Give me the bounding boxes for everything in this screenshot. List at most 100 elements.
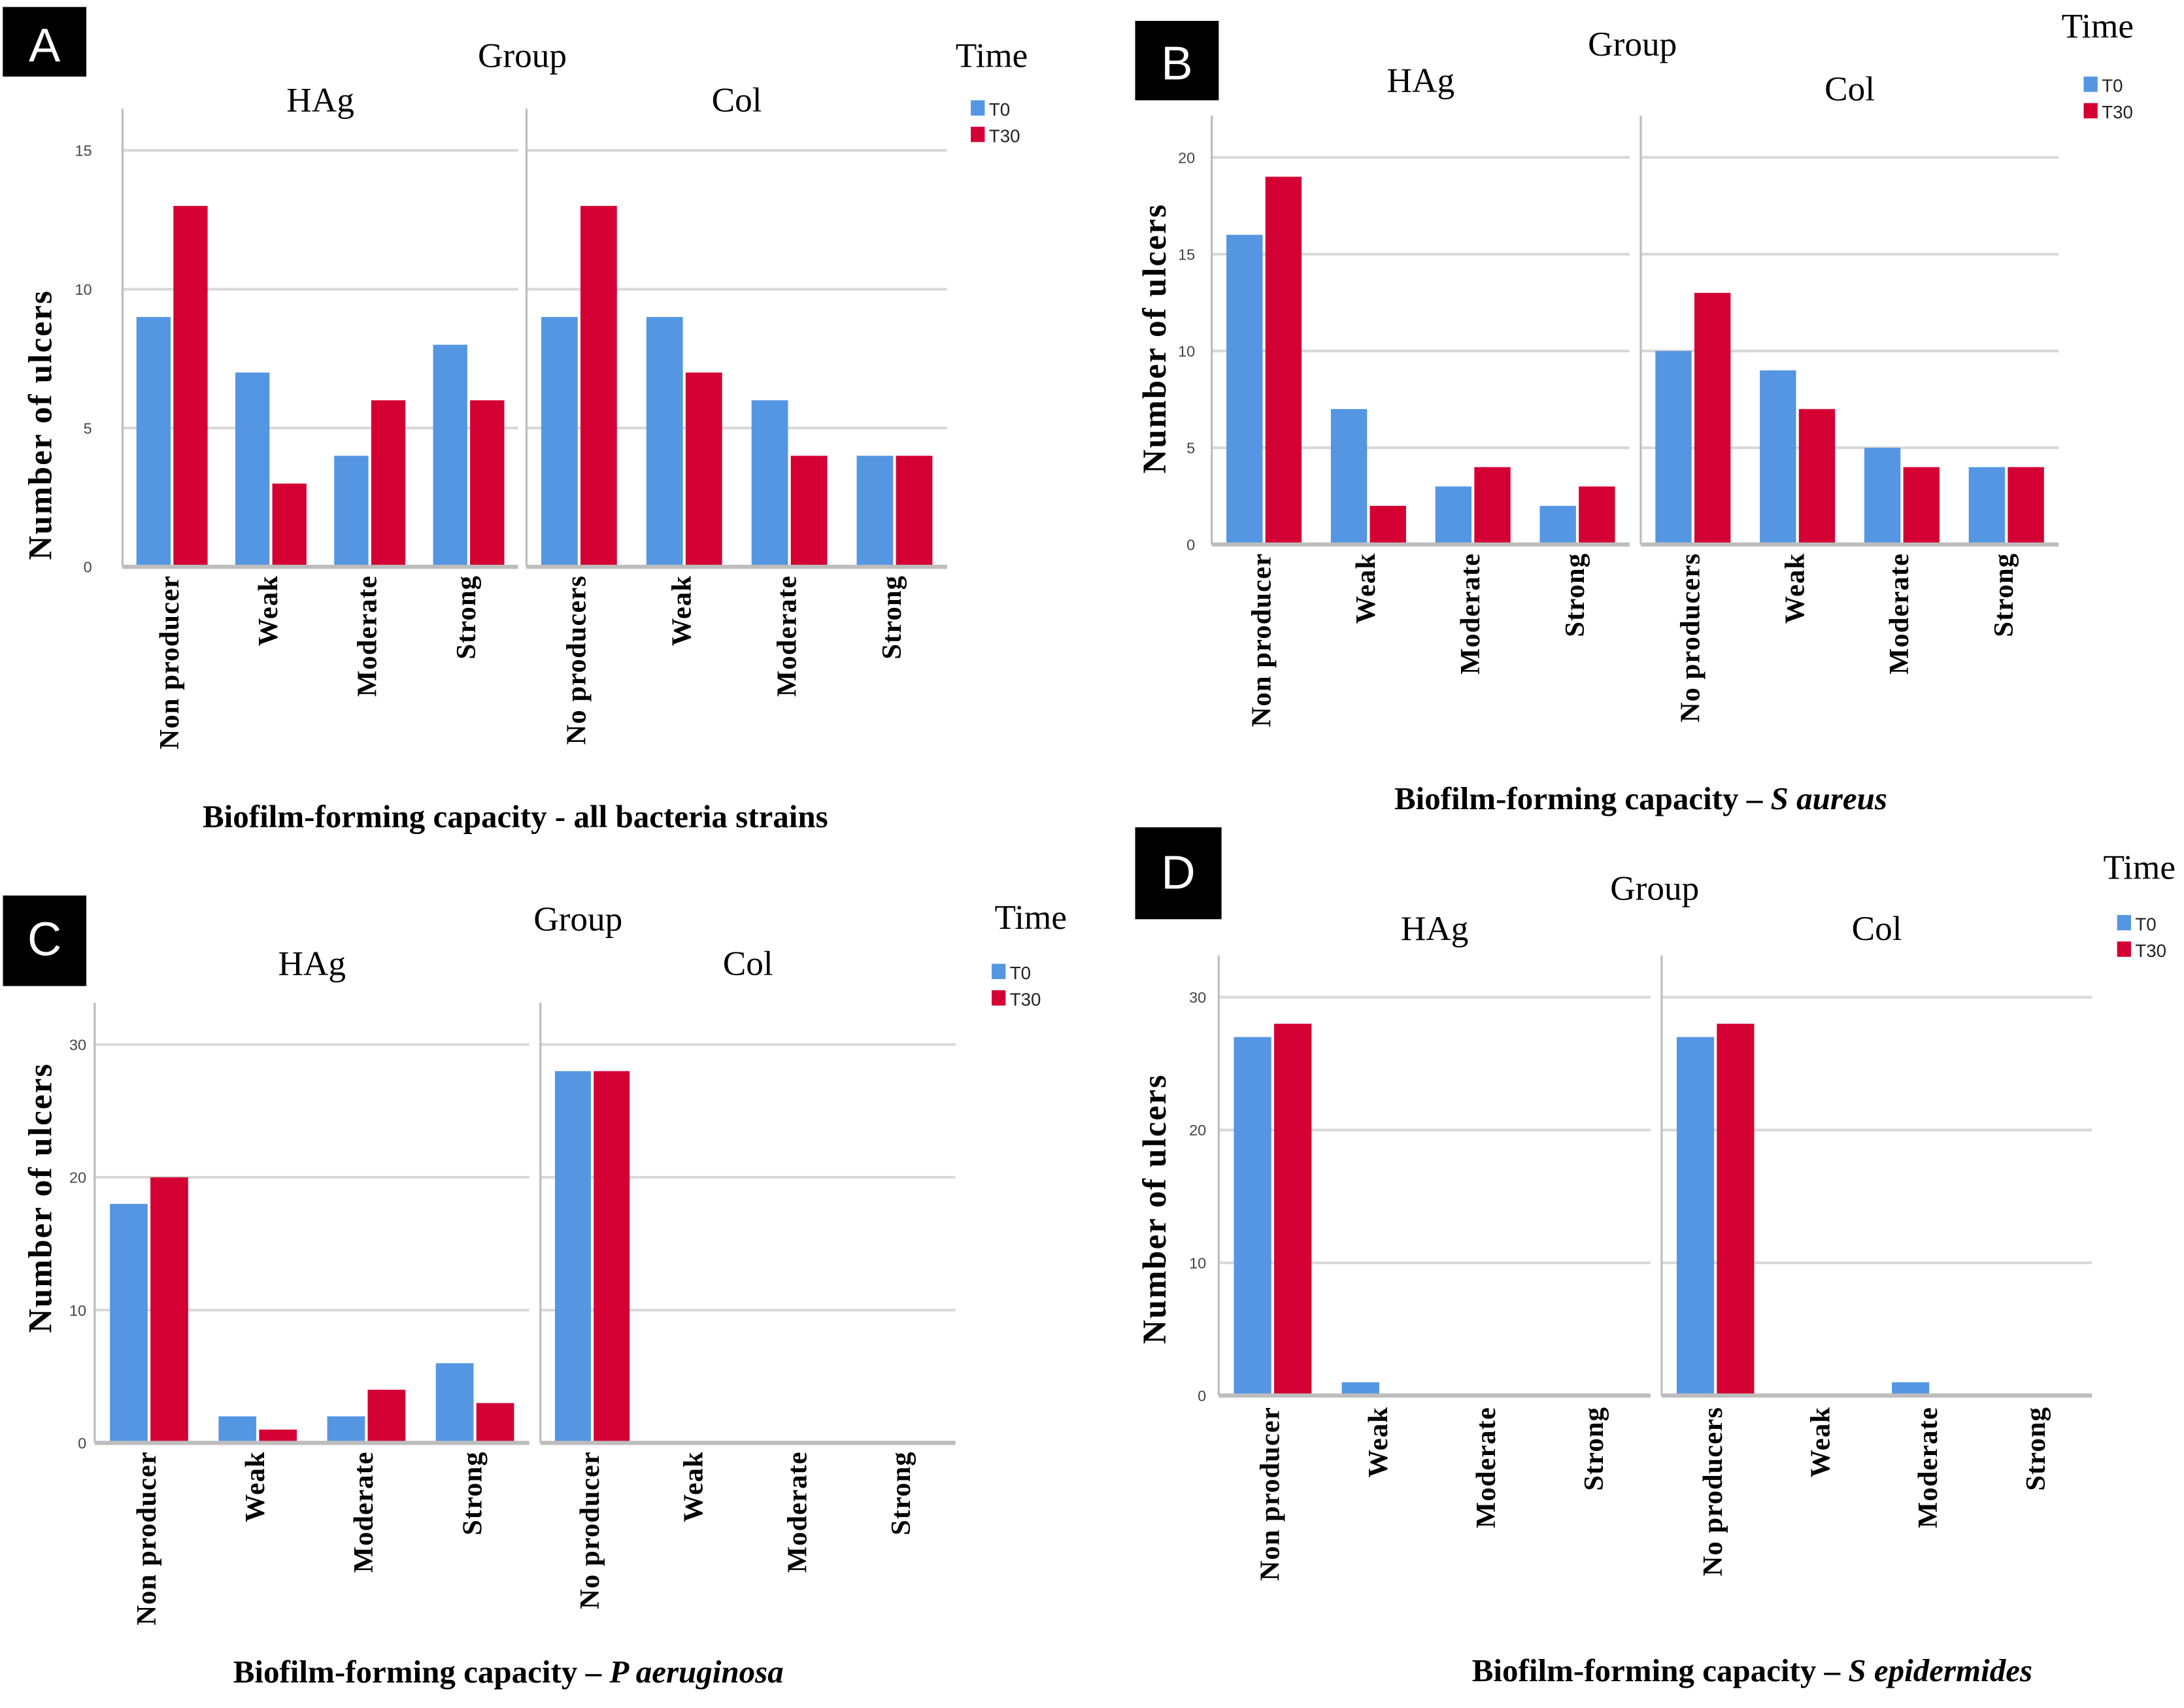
facet-header: Col bbox=[1852, 909, 1902, 948]
facet-header: HAg bbox=[286, 80, 354, 119]
bar-t0 bbox=[554, 1071, 591, 1443]
bar-t30 bbox=[470, 400, 505, 567]
legend-label: T30 bbox=[989, 126, 1020, 146]
legend-swatch-t30 bbox=[992, 990, 1006, 1006]
legend-title: Time bbox=[2103, 848, 2176, 886]
panel-label: B bbox=[1161, 37, 1192, 90]
bar-t30 bbox=[685, 372, 722, 567]
x-tick-label: Weak bbox=[1806, 1407, 1836, 1477]
x-tick-label: Moderate bbox=[348, 1451, 379, 1573]
bar-t0 bbox=[1864, 448, 1901, 545]
bar-t0 bbox=[646, 316, 683, 567]
y-tick-label: 30 bbox=[69, 1037, 86, 1054]
bar-t0 bbox=[1760, 370, 1796, 545]
legend-swatch-t0 bbox=[992, 963, 1006, 979]
bar-t0 bbox=[218, 1416, 257, 1443]
legend-swatch-t0 bbox=[2083, 76, 2098, 92]
panel-label-box bbox=[1135, 827, 1222, 920]
x-tick-label: Strong bbox=[877, 575, 907, 660]
x-axis-label-text: Biofilm-forming capacity – bbox=[1472, 1652, 1849, 1688]
bar-t0 bbox=[334, 456, 369, 567]
facet-hag: HAg Non producer Weak Moderate Strong bbox=[1211, 61, 1630, 728]
x-tick-label: Strong bbox=[457, 1451, 488, 1535]
x-axis-label: Biofilm-forming capacity – S epidermides bbox=[1472, 1652, 2032, 1688]
bar-t0 bbox=[1330, 409, 1368, 545]
bar-t0 bbox=[541, 316, 578, 567]
bar-t0 bbox=[1655, 350, 1692, 545]
facet-hag: HAg Non producer Weak Moderate Strong bbox=[1217, 909, 1651, 1581]
panel-label-box bbox=[1135, 20, 1219, 101]
x-tick-label: Moderate bbox=[1884, 553, 1915, 675]
x-axis-label-organism: P aeruginosa bbox=[609, 1654, 783, 1690]
y-tick-label: 0 bbox=[84, 559, 92, 576]
facet-header: HAg bbox=[278, 944, 346, 982]
panel-label: D bbox=[1161, 846, 1195, 899]
y-axis-label: Number of ulcers bbox=[22, 290, 59, 560]
facet-hag: HAg Non producer Weak Moderate Strong bbox=[121, 80, 518, 749]
y-tick-label: 0 bbox=[1198, 1387, 1206, 1404]
x-axis-label: Biofilm-forming capacity – P aeruginosa bbox=[233, 1654, 784, 1690]
legend-title: Time bbox=[2062, 7, 2134, 46]
x-axis-label-organism: S epidermides bbox=[1848, 1652, 2032, 1688]
bar-t30 bbox=[896, 456, 933, 567]
bar-t30 bbox=[173, 206, 208, 567]
y-axis-label: Number of ulcers bbox=[22, 1063, 59, 1333]
legend-title: Time bbox=[956, 36, 1028, 75]
x-tick-label: No producer bbox=[575, 1451, 605, 1609]
bar-t0 bbox=[1539, 505, 1576, 545]
y-tick-label: 15 bbox=[75, 142, 92, 159]
bar-t30 bbox=[580, 206, 617, 567]
x-axis-label-organism: S aureus bbox=[1771, 780, 1887, 816]
x-tick-label: No producers bbox=[1698, 1407, 1728, 1576]
legend-label: T0 bbox=[989, 99, 1010, 120]
bar-t30 bbox=[1694, 293, 1731, 545]
y-tick-label: 0 bbox=[78, 1435, 86, 1452]
chart-panel-a: A Group Time T0 T30 Number of ulcers Biofilm-f… bbox=[3, 7, 1028, 835]
facet-title: Group bbox=[533, 899, 622, 938]
legend-swatch-t30 bbox=[971, 126, 985, 142]
bar-t30 bbox=[790, 456, 828, 567]
legend-swatch-t0 bbox=[971, 100, 985, 116]
bar-t30 bbox=[1903, 467, 1940, 545]
x-tick-label: Weak bbox=[679, 1451, 709, 1522]
x-tick-label: No producers bbox=[1675, 553, 1706, 722]
y-tick-label: 20 bbox=[69, 1169, 86, 1186]
bar-t30 bbox=[1579, 486, 1615, 545]
legend-swatch-t30 bbox=[2083, 103, 2098, 119]
x-tick-label: Strong bbox=[451, 575, 482, 660]
bar-t0 bbox=[751, 400, 788, 567]
x-tick-label: Weak bbox=[1779, 553, 1810, 624]
facet-title: Group bbox=[1610, 869, 1699, 907]
x-tick-label: Moderate bbox=[1455, 553, 1486, 675]
panel-label: A bbox=[29, 19, 61, 72]
bar-t30 bbox=[259, 1430, 297, 1443]
bar-t30 bbox=[594, 1071, 630, 1443]
y-tick-label: 10 bbox=[1189, 1254, 1206, 1271]
bar-t0 bbox=[110, 1203, 148, 1443]
bar-t0 bbox=[1968, 467, 2006, 545]
x-tick-label: Strong bbox=[2021, 1407, 2051, 1491]
y-tick-label: 10 bbox=[69, 1302, 86, 1319]
x-tick-label: Non producer bbox=[1246, 553, 1277, 728]
legend-label: T0 bbox=[2135, 914, 2156, 934]
y-tick-label: 10 bbox=[1178, 343, 1195, 360]
x-tick-label: Non producer bbox=[131, 1451, 162, 1626]
chart-panel-c: C Group Time T0 T30 Number of ulcers Biofilm-f… bbox=[3, 896, 1067, 1690]
panel-label-box bbox=[3, 7, 87, 77]
bar-t0 bbox=[1341, 1382, 1379, 1396]
facet-title: Group bbox=[1588, 25, 1677, 63]
facet-header: HAg bbox=[1401, 909, 1469, 948]
x-tick-label: Weak bbox=[1351, 553, 1381, 624]
legend-label: T30 bbox=[2102, 102, 2133, 122]
bar-t30 bbox=[2008, 467, 2044, 545]
bar-t30 bbox=[371, 400, 406, 567]
bar-t30 bbox=[476, 1403, 514, 1443]
bar-t0 bbox=[856, 456, 894, 567]
bar-t0 bbox=[1892, 1382, 1930, 1396]
x-axis-label: Biofilm-forming capacity - all bacteria … bbox=[203, 799, 828, 835]
x-tick-label: Weak bbox=[240, 1451, 271, 1522]
facet-col: Col No producers Weak Moderate Strong bbox=[1660, 909, 2092, 1576]
facet-hag: HAg Non producer Weak Moderate Strong bbox=[93, 944, 529, 1626]
x-tick-label: Moderate bbox=[352, 575, 382, 697]
